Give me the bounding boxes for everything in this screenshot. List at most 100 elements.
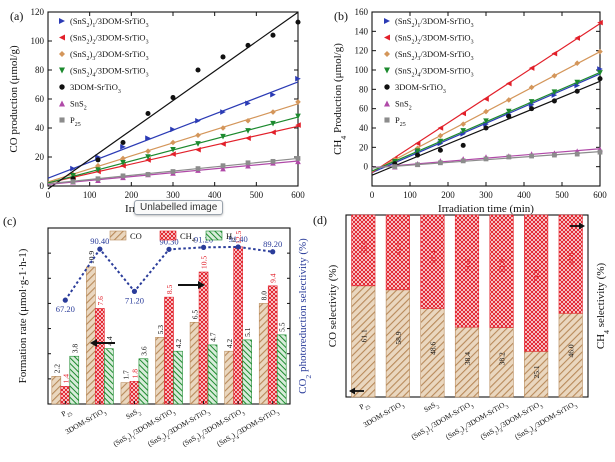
panel-label: (c): [3, 214, 16, 228]
data-point: [574, 88, 580, 94]
data-point: [460, 158, 466, 164]
data-point: [245, 160, 251, 166]
data-point: [506, 108, 512, 115]
left-arrow-head: [90, 339, 97, 347]
bar-value-label: 46.0: [567, 344, 576, 357]
bar-value-label: 9.4: [269, 273, 278, 283]
legend-marker: [59, 51, 65, 57]
data-point: [483, 125, 489, 131]
y-axis-label: CH4 Production (μmol/g): [332, 43, 348, 155]
data-point: [170, 151, 176, 157]
bar-value-label: 5.5: [278, 322, 287, 332]
data-point: [460, 128, 466, 134]
x-tick-label: 300: [166, 190, 180, 200]
data-point: [245, 162, 251, 169]
bar-value-label: 10.5: [200, 256, 209, 269]
data-point: [120, 173, 126, 179]
data-point: [529, 153, 534, 159]
data-point: [415, 162, 420, 168]
data-point: [295, 113, 301, 120]
y-tick-label: 120: [31, 7, 45, 17]
selectivity-point: [235, 244, 241, 250]
data-point: [528, 99, 535, 105]
data-point: [70, 173, 76, 179]
bar-value-label: 1.7: [121, 370, 130, 380]
data-point: [270, 158, 276, 164]
y-tick-label: 0: [364, 162, 369, 172]
data-point: [483, 96, 489, 102]
legend-marker: [384, 34, 390, 41]
data-point: [170, 95, 176, 101]
data-point: [120, 139, 126, 146]
data-point: [195, 117, 201, 124]
data-point: [195, 67, 201, 73]
y-tick-label: 120: [355, 46, 369, 56]
fit-line: [47, 11, 299, 190]
bar-value-label: 58.9: [394, 331, 403, 344]
data-point: [70, 179, 76, 185]
data-point: [295, 156, 301, 161]
x-category-label: P25: [358, 399, 372, 414]
legend-label: P25: [70, 115, 81, 128]
legend-marker: [59, 34, 65, 41]
data-point: [415, 152, 421, 158]
bar-ch4: [351, 214, 376, 287]
bar-value-label: 3.6: [139, 346, 148, 356]
bar-value-label: 25.1: [532, 365, 541, 378]
y2-axis-label: CO2 photoreduction selectivity (%): [297, 238, 313, 394]
data-point: [120, 160, 126, 166]
legend-marker: [384, 67, 390, 74]
x-tick-label: 100: [403, 190, 417, 200]
bar: [276, 334, 287, 405]
bar-ch4: [385, 214, 410, 291]
data-point: [528, 65, 535, 71]
data-point: [95, 157, 101, 163]
bar-value-label: 4.7: [209, 332, 218, 342]
bar-value-label: 54.0: [567, 252, 576, 265]
data-point: [95, 176, 101, 182]
legend-label: SnS2: [70, 99, 87, 112]
x-tick-label: 100: [83, 190, 97, 200]
bar: [51, 376, 62, 405]
data-point: [506, 97, 512, 103]
selectivity-label: 91.40: [229, 234, 248, 244]
selectivity-point: [97, 246, 103, 252]
data-point: [170, 139, 176, 146]
y-tick-label: 80: [35, 65, 45, 75]
bar-value-label: 1.4: [61, 374, 70, 384]
y-tick-label: 80: [359, 84, 369, 94]
data-point: [195, 166, 201, 171]
bar-ch4: [524, 214, 549, 352]
data-point: [552, 152, 557, 158]
x-tick-label: 0: [370, 190, 375, 200]
bar: [95, 308, 105, 405]
selectivity-label: 90.40: [90, 236, 109, 246]
bar: [267, 285, 278, 405]
bar: [155, 337, 165, 405]
data-point: [245, 100, 251, 107]
data-point: [414, 140, 421, 147]
bar-value-label: 48.6: [428, 342, 437, 355]
data-point: [220, 163, 226, 169]
data-point: [220, 133, 226, 140]
data-point: [414, 148, 421, 154]
x-tick-label: 500: [555, 190, 569, 200]
bar: [233, 246, 243, 405]
y-tick-label: 20: [359, 142, 369, 152]
bar-value-label: 5.3: [156, 325, 165, 335]
bar-value-label: 38.9: [359, 240, 368, 253]
bar-value-label: 8.0: [260, 291, 269, 301]
data-point: [120, 162, 126, 169]
legend-marker: [59, 18, 65, 24]
legend-marker: [59, 84, 65, 90]
data-point: [551, 92, 558, 98]
bar: [86, 266, 96, 405]
data-point: [70, 165, 76, 172]
panel-label: (b): [334, 9, 348, 23]
y-tick-label: 60: [35, 94, 45, 104]
x-tick-label: 600: [593, 190, 607, 200]
panel-label: (d): [313, 213, 327, 227]
bar-value-label: 3.8: [70, 344, 79, 354]
data-point: [597, 70, 603, 76]
